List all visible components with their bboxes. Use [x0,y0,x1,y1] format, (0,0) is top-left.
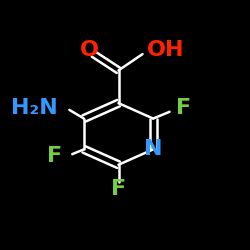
Text: F: F [111,179,126,199]
Text: N: N [144,139,163,159]
Text: OH: OH [146,40,184,60]
Text: O: O [80,40,99,60]
Text: F: F [176,98,192,118]
Text: H₂N: H₂N [11,98,58,118]
Text: F: F [46,146,62,166]
